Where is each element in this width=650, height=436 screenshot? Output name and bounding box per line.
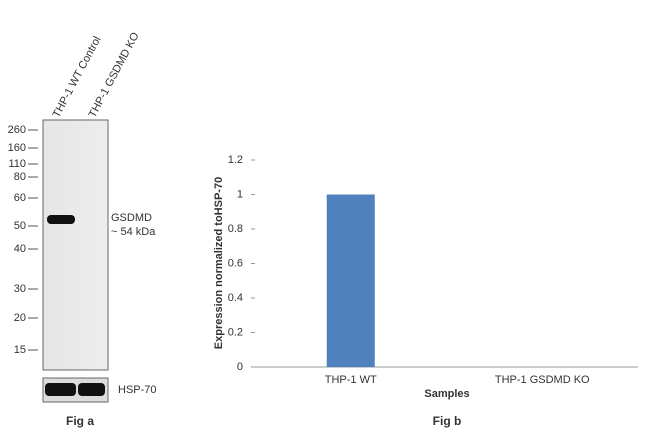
y-tick-label: 0.8	[228, 223, 243, 235]
marker-label: 50	[14, 220, 26, 232]
y-tick-label: 1.2	[228, 154, 243, 166]
marker-label: 15	[14, 344, 26, 356]
band-label: GSDMD	[111, 212, 152, 224]
gsdmd-band	[47, 215, 75, 224]
band-size: ~ 54 kDa	[111, 226, 156, 238]
bar	[326, 194, 375, 367]
y-axis-label: Expression normalized toHSP-70	[213, 177, 225, 349]
marker-label: 80	[14, 171, 26, 183]
y-tick-label: 0.2	[228, 326, 243, 338]
x-tick-label: THP-1 WT	[325, 374, 377, 386]
blot-membrane	[42, 119, 109, 371]
marker-label: 40	[14, 243, 26, 255]
marker-label: 30	[14, 283, 26, 295]
hsp70-band	[78, 383, 105, 396]
marker-label: 260	[8, 124, 26, 136]
y-tick-label: 1	[237, 188, 243, 200]
caption: Fig b	[433, 414, 462, 428]
hsp70-band	[45, 383, 76, 396]
y-tick-label: 0.4	[228, 292, 243, 304]
caption: Fig a	[66, 414, 94, 428]
marker-label: 160	[8, 142, 26, 154]
loading-control: HSP-70	[118, 384, 157, 396]
marker-label: 20	[14, 312, 26, 324]
y-tick-label: 0.6	[228, 257, 243, 269]
marker-label: 60	[14, 192, 26, 204]
marker-label: 110	[8, 158, 26, 170]
x-tick-label: THP-1 GSDMD KO	[495, 374, 590, 386]
x-axis-label: Samples	[424, 388, 469, 400]
y-tick-label: 0	[237, 361, 243, 373]
